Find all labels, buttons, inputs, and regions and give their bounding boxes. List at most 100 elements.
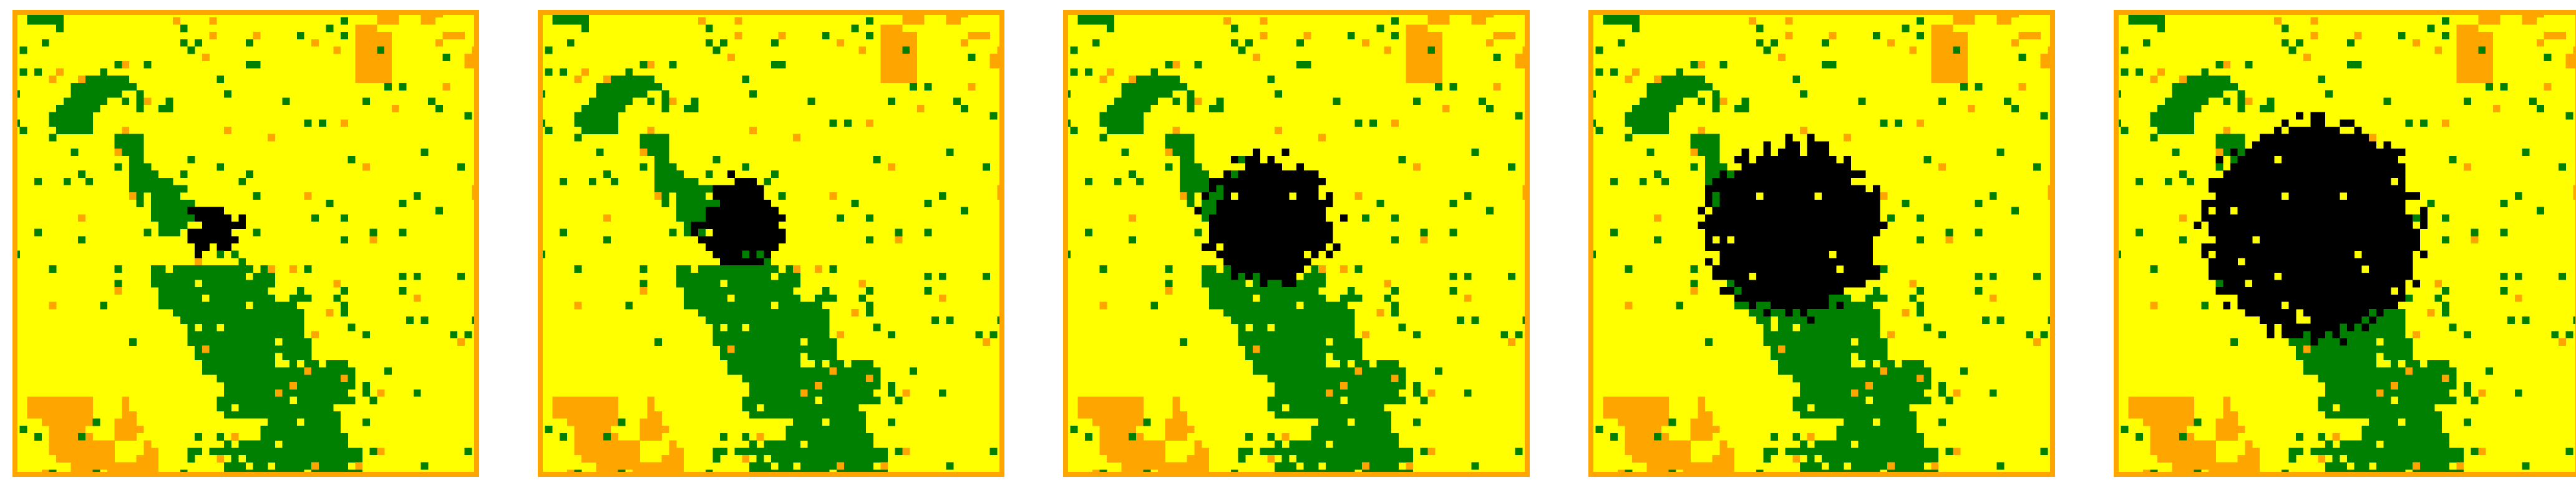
burned-cell: [2376, 250, 2384, 258]
tree-cell: [683, 301, 691, 310]
tree-cell: [734, 360, 742, 368]
sand-cell: [2303, 54, 2311, 62]
burned-cell: [2310, 221, 2318, 229]
sand-cell: [1172, 396, 1180, 404]
tree-cell: [1617, 17, 1625, 25]
tree-cell: [873, 323, 881, 331]
burned-cell: [2354, 207, 2362, 215]
tree-cell: [2172, 119, 2180, 127]
burned-cell: [1836, 287, 1844, 295]
tree-cell: [742, 265, 750, 273]
tree-cell: [1777, 316, 1786, 324]
tree-cell: [260, 404, 268, 412]
tree-cell: [1865, 454, 1874, 463]
burned-cell: [2281, 236, 2289, 244]
sand-cell: [902, 389, 910, 397]
burned-cell: [1252, 221, 1260, 229]
sand-cell: [588, 396, 596, 404]
tree-cell: [1865, 345, 1874, 353]
burned-cell: [1274, 250, 1282, 258]
burned-cell: [1260, 250, 1268, 258]
tree-cell: [289, 411, 298, 419]
sand-cell: [895, 61, 903, 69]
tree-cell: [1187, 104, 1195, 112]
tree-cell: [2164, 112, 2172, 120]
tree-cell: [1135, 127, 1144, 134]
burned-cell: [712, 236, 721, 244]
burned-cell: [2230, 185, 2238, 193]
burned-cell: [1807, 316, 1815, 324]
burned-cell: [749, 243, 757, 251]
tree-cell: [778, 192, 786, 200]
tree-cell: [420, 316, 429, 324]
tree-cell: [296, 411, 304, 419]
tree-cell: [1340, 323, 1348, 331]
sand-cell: [304, 192, 312, 200]
sand-cell: [2573, 192, 2576, 200]
burned-cell: [1807, 243, 1815, 251]
burned-cell: [2361, 207, 2369, 215]
burned-cell: [712, 185, 721, 193]
burned-cell: [2288, 228, 2297, 237]
sand-cell: [1909, 46, 1917, 54]
sand-cell: [2179, 214, 2187, 222]
sand-cell: [2464, 76, 2471, 84]
burned-cell: [2391, 207, 2399, 215]
tree-cell: [1384, 462, 1392, 470]
burned-cell: [2318, 155, 2326, 164]
sand-cell: [78, 76, 86, 84]
burned-cell: [2237, 236, 2245, 244]
tree-cell: [1260, 294, 1268, 302]
burned-cell: [2354, 192, 2362, 200]
tree-cell: [195, 265, 203, 273]
burned-cell: [2252, 258, 2260, 266]
tree-cell: [793, 375, 800, 383]
burned-cell: [2405, 236, 2413, 244]
tree-cell: [1777, 360, 1786, 368]
tree-cell: [158, 199, 166, 207]
tree-cell: [837, 426, 845, 434]
tree-cell: [1318, 294, 1326, 302]
sand-cell: [610, 440, 618, 448]
sand-cell: [858, 46, 867, 54]
tree-cell: [581, 104, 590, 112]
tree-cell: [756, 389, 764, 397]
tree-cell: [246, 39, 253, 47]
tree-cell: [1829, 382, 1837, 390]
tree-cell: [1354, 338, 1363, 346]
tree-cell: [253, 382, 261, 390]
tree-cell: [173, 221, 181, 229]
tree-cell: [333, 382, 341, 390]
burned-cell: [1858, 214, 1866, 222]
tree-cell: [654, 185, 662, 193]
burned-cell: [756, 185, 764, 193]
tree-cell: [216, 448, 225, 456]
tree-cell: [2237, 149, 2245, 156]
burned-cell: [187, 228, 195, 237]
burned-cell: [1829, 272, 1837, 280]
tree-cell: [1208, 104, 1217, 112]
sand-cell: [1705, 462, 1713, 470]
tree-cell: [1814, 382, 1822, 390]
tree-cell: [676, 272, 684, 280]
tree-cell: [195, 448, 203, 456]
burned-cell: [2318, 207, 2326, 215]
sand-cell: [1807, 433, 1815, 441]
burned-cell: [1318, 214, 1326, 222]
tree-cell: [1792, 338, 1801, 346]
tree-cell: [253, 360, 261, 368]
tree-cell: [275, 426, 283, 434]
tree-cell: [756, 353, 764, 361]
tree-cell: [858, 360, 867, 368]
tree-cell: [639, 280, 648, 288]
tree-cell: [1238, 294, 1246, 302]
tree-cell: [180, 214, 188, 222]
tree-cell: [1289, 338, 1297, 346]
burned-cell: [1792, 287, 1801, 295]
burned-cell: [1705, 221, 1713, 229]
sand-cell: [1121, 454, 1129, 463]
tree-cell: [756, 411, 764, 419]
tree-cell: [1865, 367, 1874, 375]
tree-cell: [778, 331, 786, 339]
sand-cell: [2310, 17, 2318, 25]
